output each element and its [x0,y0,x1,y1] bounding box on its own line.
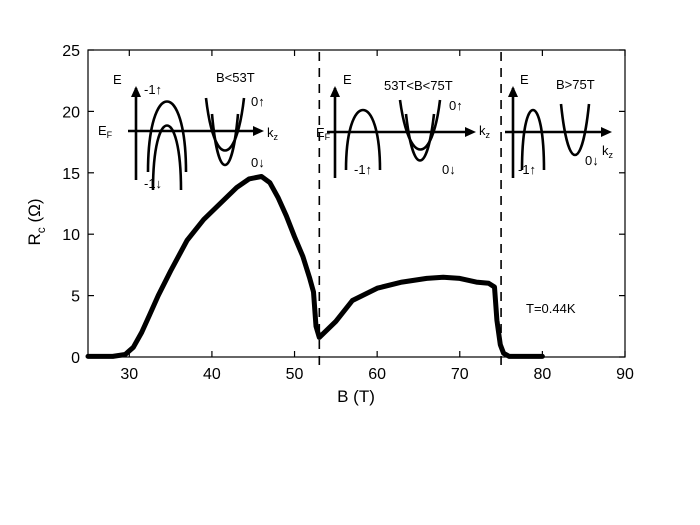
y-tick-label-0: 0 [71,350,80,367]
y-axis-label-unit: (Ω) [25,198,44,222]
inset2-band-0up [398,99,442,151]
inset1-ef-label: EF [98,123,113,140]
y-tick-label-20: 20 [62,104,80,121]
inset-band-diagram-1 [128,86,264,191]
inset2-band-0down [404,113,436,162]
x-tick-label-40: 40 [203,366,221,383]
inset3-k-arrow [601,127,612,137]
svg-text:Rc (Ω): Rc (Ω) [25,198,48,245]
x-tick-label-60: 60 [368,366,386,383]
inset1-e-arrow [131,86,141,97]
y-tick-label-10: 10 [62,227,80,244]
inset2-k-arrow [465,127,476,137]
x-tick-label-90: 90 [616,366,634,383]
inset1-band-0up [204,97,246,152]
inset-band-diagram-3 [505,86,612,178]
inset3-label-m1up: -1↑ [518,162,536,177]
y-axis-label: Rc (Ω) [25,198,48,245]
inset1-band-m1down [151,124,183,191]
inset2-e-arrow [330,86,340,97]
inset1-k-arrow [253,126,264,136]
inset3-band-m1up [520,108,546,171]
inset2-e-label: E [343,72,352,87]
inset1-band-0down [210,113,240,166]
y-tick-label-5: 5 [71,289,80,306]
x-axis-label: B (T) [337,387,375,406]
x-tick-label-30: 30 [120,366,138,383]
inset1-label-0up: 0↑ [251,94,265,109]
boundary-lines [318,52,502,371]
inset2-label-0up: 0↑ [449,98,463,113]
inset1-title: B<53T [216,70,255,85]
temperature-annotation: T=0.44K [526,301,576,316]
inset2-kz-label: kz [479,123,491,140]
inset3-label-0down: 0↓ [585,153,599,168]
x-tick-label-70: 70 [451,366,469,383]
x-tick-label-80: 80 [533,366,551,383]
x-tick-label-50: 50 [286,366,304,383]
inset1-e-label: E [113,72,122,87]
inset2-band-m1up [344,108,382,171]
inset2-ef-label: EF [316,125,331,142]
inset1-label-m1down: -1↓ [144,176,162,191]
inset1-kz-label: kz [267,125,279,142]
resistance-curve [85,174,545,359]
inset3-kz-label: kz [602,143,614,160]
y-axis-label-sub: c [34,227,48,233]
inset2-label-m1up: -1↑ [354,162,372,177]
y-tick-label-25: 25 [62,43,80,60]
tick-group: 30 40 50 60 70 80 90 0 5 10 15 20 25 [62,43,634,383]
inset2-title: 53T<B<75T [384,78,453,93]
inset1-label-0down: 0↓ [251,155,265,170]
inset-band-diagram-2 [327,86,476,178]
inset3-e-label: E [520,72,529,87]
inset1-band-m1up [146,100,188,173]
inset3-e-arrow [508,86,518,97]
inset3-band-0down [559,103,591,156]
inset3-title: B>75T [556,77,595,92]
plot-frame [87,49,626,358]
y-axis-label-main: R [25,233,44,245]
inset2-label-0down: 0↓ [442,162,456,177]
inset1-label-m1up: -1↑ [144,82,162,97]
y-tick-label-15: 15 [62,166,80,183]
